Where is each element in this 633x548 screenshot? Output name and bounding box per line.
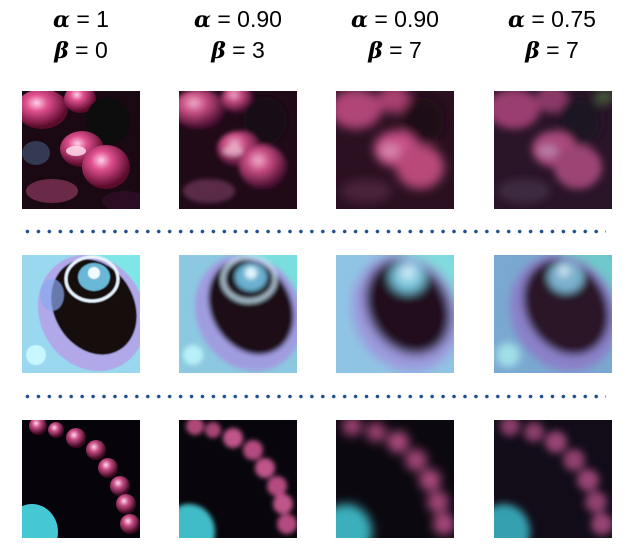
- bead-chain-tile-1: [22, 420, 140, 538]
- alpha-symbol: α: [508, 7, 525, 33]
- column-header-4: α = 0.75 β = 7: [482, 4, 622, 66]
- bead-cluster-tile-4: [494, 91, 612, 209]
- ring-tile-3: [336, 255, 454, 373]
- row-separator: [22, 229, 606, 234]
- row-separator: [22, 394, 606, 399]
- beta-symbol: β: [525, 38, 540, 64]
- beta-symbol: β: [211, 38, 226, 64]
- alpha-value: = 0.90: [367, 6, 439, 32]
- beta-symbol: β: [368, 38, 383, 64]
- ring-tile-2: [179, 255, 297, 373]
- bead-chain-tile-2: [179, 420, 297, 538]
- alpha-symbol: α: [194, 7, 211, 33]
- bead-chain-tile-4: [494, 420, 612, 538]
- beta-value: = 0: [68, 37, 108, 63]
- bead-cluster-tile-1: [22, 91, 140, 209]
- alpha-value: = 1: [69, 6, 109, 32]
- bead-cluster-tile-2: [179, 91, 297, 209]
- column-header-2: α = 0.90 β = 3: [168, 4, 308, 66]
- alpha-symbol: α: [351, 7, 368, 33]
- alpha-symbol: α: [53, 7, 70, 33]
- beta-value: = 7: [382, 37, 422, 63]
- column-header-1: α = 1 β = 0: [11, 4, 151, 66]
- bead-cluster-tile-3: [336, 91, 454, 209]
- ring-tile-1: [22, 255, 140, 373]
- column-header-3: α = 0.90 β = 7: [325, 4, 465, 66]
- bead-chain-tile-3: [336, 420, 454, 538]
- alpha-value: = 0.90: [210, 6, 282, 32]
- beta-value: = 7: [539, 37, 579, 63]
- beta-value: = 3: [225, 37, 265, 63]
- ring-tile-4: [494, 255, 612, 373]
- alpha-value: = 0.75: [524, 6, 596, 32]
- beta-symbol: β: [54, 38, 69, 64]
